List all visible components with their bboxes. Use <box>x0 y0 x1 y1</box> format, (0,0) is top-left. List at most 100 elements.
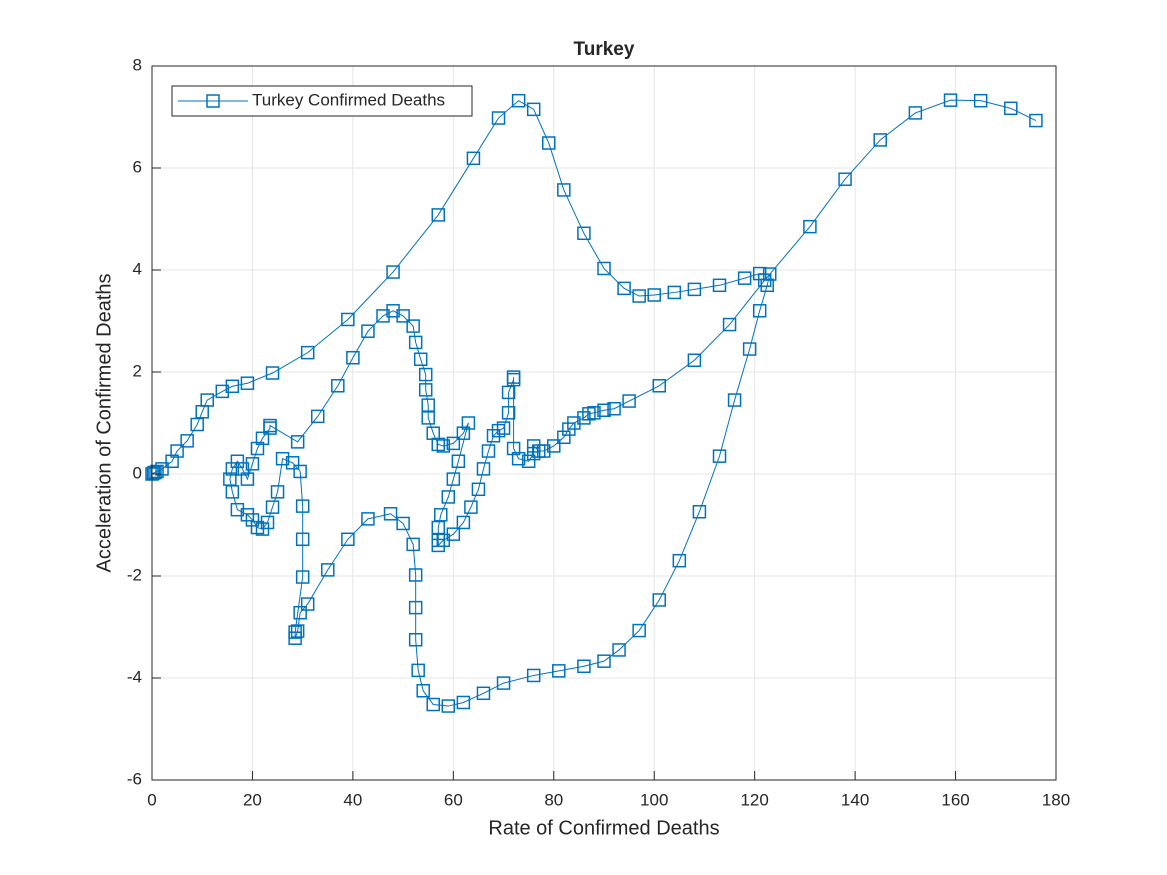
marker <box>486 429 501 443</box>
marker <box>295 532 310 547</box>
marker <box>431 437 446 452</box>
marker <box>255 431 270 446</box>
x-tick-label: 60 <box>444 790 463 809</box>
x-tick-label: 140 <box>841 790 869 809</box>
marker <box>293 464 307 479</box>
marker <box>295 499 310 513</box>
marker <box>250 520 265 535</box>
marker <box>742 342 757 356</box>
marker <box>441 490 456 504</box>
marker <box>225 379 240 394</box>
marker <box>752 304 767 318</box>
x-tick-label: 40 <box>343 790 362 809</box>
marker <box>526 446 541 461</box>
marker <box>461 416 476 430</box>
x-tick-label: 120 <box>740 790 768 809</box>
legend: Turkey Confirmed Deaths <box>171 85 473 117</box>
marker <box>552 664 566 678</box>
marker <box>722 317 737 332</box>
marker <box>632 623 646 638</box>
marker <box>386 265 400 279</box>
y-tick-label: 4 <box>133 259 142 278</box>
marker <box>240 376 255 390</box>
marker <box>341 312 355 327</box>
marker <box>567 416 581 430</box>
marker <box>737 271 752 285</box>
marker <box>285 456 300 470</box>
marker <box>617 281 631 296</box>
marker <box>436 439 451 453</box>
x-tick-label: 80 <box>544 790 563 809</box>
legend-label: Turkey Confirmed Deaths <box>252 90 445 109</box>
marker <box>506 370 521 384</box>
marker <box>446 472 461 486</box>
x-tick-label: 0 <box>147 790 156 809</box>
marker <box>506 441 521 456</box>
marker <box>557 183 571 197</box>
marker <box>386 304 400 318</box>
marker <box>265 366 280 380</box>
marker <box>331 379 345 393</box>
y-axis-label: Acceleration of Confirmed Deaths <box>93 273 115 572</box>
marker <box>346 350 360 365</box>
marker <box>496 421 511 435</box>
marker <box>290 624 305 638</box>
marker <box>873 133 887 147</box>
marker <box>275 451 290 466</box>
marker <box>408 633 423 647</box>
marker <box>418 383 433 397</box>
marker <box>235 462 250 476</box>
marker <box>215 384 230 399</box>
marker <box>667 285 682 300</box>
marker <box>223 472 237 486</box>
marker <box>597 654 611 668</box>
marker <box>416 684 430 698</box>
marker <box>180 434 194 448</box>
marker <box>270 485 285 499</box>
marker <box>290 435 305 449</box>
x-tick-label: 100 <box>640 790 668 809</box>
marker <box>757 273 772 287</box>
marker <box>250 441 265 456</box>
marker <box>446 527 461 541</box>
ticks: 0 20 40 60 80 100 120 140 160 180 -6 -4 -2 0 2 4 6 8 <box>127 55 1070 809</box>
marker <box>451 454 466 468</box>
marker <box>511 451 526 466</box>
x-tick-label: 160 <box>941 790 969 809</box>
marker <box>908 106 923 120</box>
marker <box>501 406 516 420</box>
marker <box>491 423 506 438</box>
marker <box>321 563 335 577</box>
marker <box>426 426 440 440</box>
marker <box>456 695 471 710</box>
marker <box>471 482 486 497</box>
marker <box>170 444 184 458</box>
marker <box>1004 101 1018 116</box>
marker <box>727 393 742 407</box>
marker <box>396 516 410 531</box>
marker <box>1029 113 1043 128</box>
marker <box>647 288 661 302</box>
plot-area <box>145 93 1043 713</box>
marker <box>418 367 433 382</box>
marker <box>582 407 596 421</box>
marker <box>150 464 164 479</box>
y-tick-label: -2 <box>127 565 142 584</box>
marker <box>456 515 471 530</box>
marker <box>476 462 491 476</box>
marker <box>421 411 435 425</box>
marker <box>692 504 707 519</box>
marker <box>263 418 277 433</box>
marker <box>607 401 621 416</box>
marker <box>408 568 423 582</box>
marker <box>431 538 446 553</box>
marker <box>597 261 611 276</box>
marker <box>803 219 817 234</box>
x-axis-label: Rate of Confirmed Deaths <box>488 817 719 839</box>
marker <box>240 508 255 522</box>
marker <box>406 537 420 552</box>
marker <box>481 444 496 458</box>
y-tick-label: -6 <box>127 769 142 788</box>
